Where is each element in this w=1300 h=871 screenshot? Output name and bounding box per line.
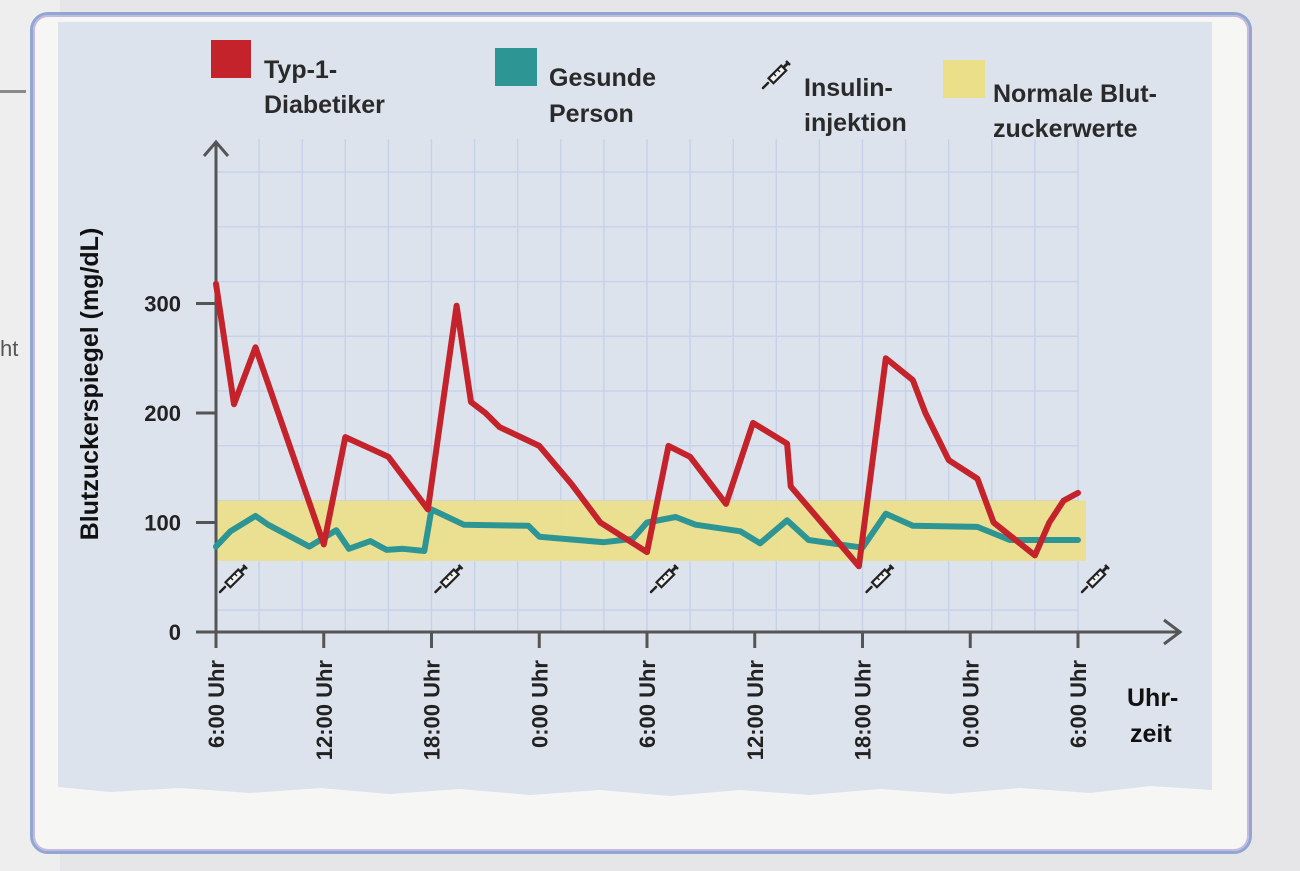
y-tick-label: 200 — [144, 401, 181, 426]
x-tick-label: 12:00 Uhr — [743, 660, 768, 761]
legend-swatch-normal — [943, 60, 985, 98]
y-axis-arrow — [202, 139, 230, 157]
legend-label-injection-2: injektion — [804, 109, 907, 137]
y-tick-label: 0 — [169, 620, 181, 645]
y-axis-label: Blutzuckerspiegel (mg/dL) — [76, 228, 104, 541]
axes — [196, 139, 1183, 646]
legend-swatch-diabetic — [211, 40, 251, 78]
legend-label-diabetic-2: Diabetiker — [264, 91, 385, 119]
series-line-diabetic — [213, 280, 1081, 570]
x-tick-label: 12:00 Uhr — [312, 660, 337, 761]
x-tick-label: 18:00 Uhr — [851, 660, 876, 761]
legend-label-healthy-1: Gesunde — [549, 64, 656, 92]
x-tick-label: 0:00 Uhr — [958, 660, 983, 748]
legend-label-injection-1: Insulin- — [804, 74, 893, 102]
legend-label-normal-2: zuckerwerte — [993, 115, 1138, 143]
x-axis-label-line2: zeit — [1130, 720, 1172, 748]
series — [213, 280, 1081, 570]
x-tick-label: 6:00 Uhr — [635, 660, 660, 748]
x-tick-label: 6:00 Uhr — [1066, 660, 1091, 748]
plot-panel — [58, 22, 1212, 796]
x-tick-label: 0:00 Uhr — [527, 660, 552, 748]
y-tick-label: 300 — [144, 292, 181, 317]
page-text-fragment: ht — [0, 336, 19, 361]
x-tick-label: 6:00 Uhr — [204, 660, 229, 748]
ticks: 0 100 200 300 6:00 Uhr 12:00 Uhr 18:00 Uhr 0:00… — [144, 292, 1091, 761]
legend-label-healthy-2: Person — [549, 100, 634, 128]
legend-label-diabetic-1: Typ-1- — [264, 56, 337, 84]
legend: Typ-1- Diabetiker Gesunde Person Insulin… — [211, 40, 1157, 143]
x-axis-arrow — [1163, 618, 1183, 646]
x-axis-label-line1: Uhr- — [1127, 684, 1178, 712]
legend-swatch-healthy — [495, 48, 537, 86]
y-tick-label: 100 — [144, 511, 181, 536]
page-rule — [0, 90, 26, 93]
legend-label-normal-1: Normale Blut- — [993, 80, 1157, 108]
x-tick-label: 18:00 Uhr — [420, 660, 445, 761]
